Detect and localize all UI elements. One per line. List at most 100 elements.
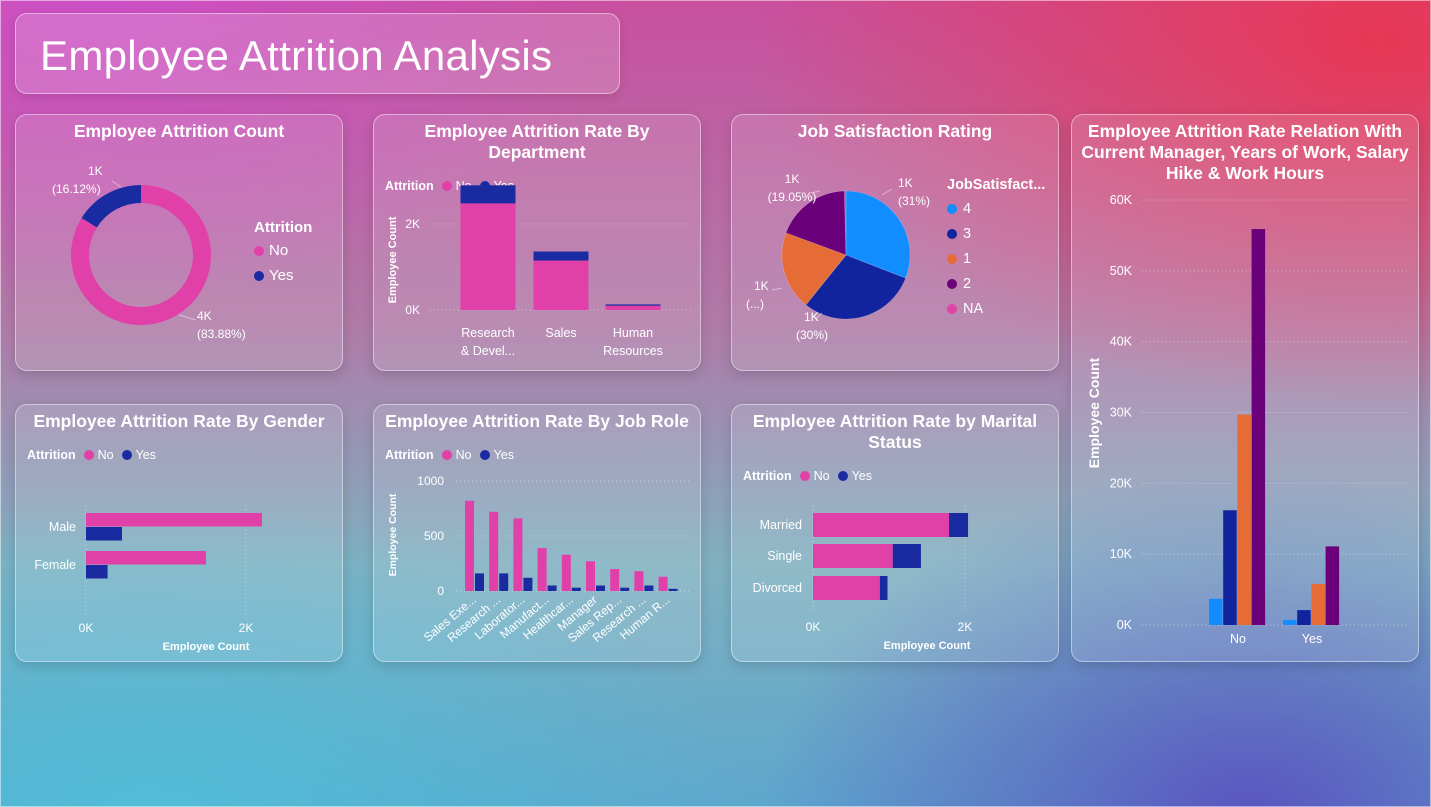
marital-legend-title: Attrition bbox=[743, 469, 792, 483]
bar-yes[interactable] bbox=[571, 587, 581, 591]
legend-label-yes[interactable]: Yes bbox=[135, 448, 156, 462]
bar-yes[interactable] bbox=[892, 544, 921, 568]
bar-no[interactable] bbox=[586, 561, 595, 591]
bar-no[interactable] bbox=[610, 569, 620, 591]
bar-no[interactable] bbox=[513, 518, 523, 591]
department-card[interactable]: Employee Attrition Rate By Department At… bbox=[373, 114, 701, 371]
bar-no[interactable] bbox=[634, 571, 644, 591]
x-tick-label: 0K bbox=[79, 621, 94, 635]
bar-yes[interactable] bbox=[86, 565, 108, 579]
pie-slice-4[interactable] bbox=[845, 190, 911, 279]
y-tick-label: 40K bbox=[1110, 335, 1133, 349]
attrition-count-card[interactable]: Employee Attrition Count 4K (83.88%) 1K (16… bbox=[15, 114, 343, 371]
bar-salary-hike[interactable] bbox=[1237, 414, 1251, 625]
legend-item-1[interactable]: 1 bbox=[947, 251, 1045, 267]
bar-no[interactable] bbox=[460, 203, 516, 310]
data-label-pct: (30%) bbox=[796, 328, 828, 342]
bar-no[interactable] bbox=[813, 544, 893, 568]
gender-card[interactable]: Employee Attrition Rate By Gender Attrit… bbox=[15, 404, 343, 662]
bar-salary-hike[interactable] bbox=[1311, 583, 1325, 625]
relation-card[interactable]: Employee Attrition Rate Relation With Cu… bbox=[1071, 114, 1419, 662]
legend-item-3[interactable]: 3 bbox=[947, 226, 1045, 242]
bar-yes[interactable] bbox=[620, 587, 630, 591]
legend-label-no[interactable]: No bbox=[813, 469, 830, 483]
bar-yes[interactable] bbox=[523, 577, 533, 591]
legend-label-yes[interactable]: Yes bbox=[851, 469, 872, 483]
bar-no[interactable] bbox=[813, 576, 880, 600]
bar-yes[interactable] bbox=[475, 573, 484, 591]
bar-current-manager[interactable] bbox=[1209, 598, 1223, 625]
legend-label-yes: Yes bbox=[269, 267, 294, 284]
bar-no[interactable] bbox=[465, 500, 474, 591]
bar-yes[interactable] bbox=[547, 585, 557, 592]
legend-label: 1 bbox=[963, 251, 972, 267]
legend-dot bbox=[947, 304, 957, 314]
legend-label-yes[interactable]: Yes bbox=[493, 448, 514, 462]
y-tick-label: Female bbox=[34, 558, 76, 572]
bar-yes[interactable] bbox=[879, 576, 888, 600]
y-tick-label: 2K bbox=[405, 217, 420, 231]
leader-line bbox=[178, 314, 197, 321]
job-satisfaction-card[interactable]: Job Satisfaction Rating 1K (31%) 1K (30%) 1K… bbox=[731, 114, 1059, 371]
legend-item-no[interactable]: No bbox=[254, 242, 312, 259]
y-tick-label: 0 bbox=[437, 584, 444, 598]
bar-no[interactable] bbox=[561, 554, 571, 591]
gender-chart[interactable]: 0K 2K Employee Count Male Female bbox=[16, 405, 342, 661]
legend-item-yes[interactable]: Yes bbox=[254, 267, 312, 284]
x-tick-label: Yes bbox=[1302, 632, 1322, 646]
pie-slice-1[interactable] bbox=[781, 232, 847, 306]
bar-yes[interactable] bbox=[605, 304, 661, 306]
job-satisfaction-chart[interactable]: 1K (31%) 1K (30%) 1K (...) 1K (19.05%) bbox=[732, 115, 1058, 370]
bar-no[interactable] bbox=[533, 260, 589, 310]
job-role-card[interactable]: Employee Attrition Rate By Job Role Attr… bbox=[373, 404, 701, 662]
attrition-count-chart[interactable]: 4K (83.88%) 1K (16.12%) bbox=[16, 115, 342, 370]
bar-no[interactable] bbox=[537, 548, 547, 591]
relation-chart[interactable]: 0K 10K 20K 30K 40K 50K 60K Employee Count No Yes bbox=[1072, 115, 1418, 661]
legend-dot-yes bbox=[254, 270, 264, 281]
x-tick-label: Research bbox=[461, 326, 515, 340]
bar-yes[interactable] bbox=[596, 585, 605, 592]
y-tick-label: 60K bbox=[1110, 193, 1133, 207]
x-tick-label: Resources bbox=[603, 344, 663, 358]
bar-no[interactable] bbox=[86, 513, 262, 527]
bar-no[interactable] bbox=[813, 513, 950, 537]
bar-yes[interactable] bbox=[668, 588, 678, 591]
bar-yes[interactable] bbox=[460, 185, 516, 204]
legend-label: 4 bbox=[963, 201, 972, 217]
bar-no[interactable] bbox=[658, 576, 668, 591]
marital-title: Employee Attrition Rate by Marital Statu… bbox=[752, 411, 1038, 452]
marital-card[interactable]: Employee Attrition Rate by Marital Statu… bbox=[731, 404, 1059, 662]
marital-legend: Attrition No Yes bbox=[743, 469, 872, 483]
donut-slice-yes[interactable] bbox=[81, 185, 141, 228]
x-tick-label: 2K bbox=[239, 621, 254, 635]
y-tick-label: Single bbox=[767, 549, 802, 563]
bar-yes[interactable] bbox=[533, 251, 589, 261]
bar-current-manager[interactable] bbox=[1283, 620, 1297, 625]
bar-yes[interactable] bbox=[949, 513, 969, 537]
pie-slice-2[interactable] bbox=[785, 190, 847, 256]
pie-slice-na[interactable] bbox=[844, 190, 847, 256]
legend-item-4[interactable]: 4 bbox=[947, 201, 1045, 217]
bar-yes[interactable] bbox=[644, 585, 654, 592]
legend-label-no[interactable]: No bbox=[97, 448, 114, 462]
legend-label-no[interactable]: No bbox=[455, 448, 472, 462]
marital-chart[interactable]: 0K 2K Employee Count Married Single Divorced bbox=[732, 405, 1058, 661]
legend-item-2[interactable]: 2 bbox=[947, 276, 1045, 292]
bar-no[interactable] bbox=[86, 551, 206, 565]
y-tick-label: 1000 bbox=[417, 474, 444, 488]
pie-slice-3[interactable] bbox=[805, 254, 907, 320]
bar-no[interactable] bbox=[605, 305, 661, 310]
bar-years-of-work[interactable] bbox=[1297, 610, 1311, 625]
department-chart[interactable]: 0K 2K Employee Count Research & Devel... Sale… bbox=[374, 115, 700, 370]
bar-yes[interactable] bbox=[499, 573, 509, 591]
bar-yes[interactable] bbox=[86, 527, 122, 541]
legend-item-na[interactable]: NA bbox=[947, 301, 1045, 317]
bar-work-hours[interactable] bbox=[1251, 229, 1266, 625]
bar-no[interactable] bbox=[489, 511, 499, 591]
legend-dot bbox=[947, 204, 957, 214]
x-axis-label: Employee Count bbox=[884, 640, 971, 652]
x-tick-label: Human bbox=[613, 326, 653, 340]
bar-years-of-work[interactable] bbox=[1223, 510, 1237, 625]
bar-work-hours[interactable] bbox=[1325, 546, 1340, 625]
